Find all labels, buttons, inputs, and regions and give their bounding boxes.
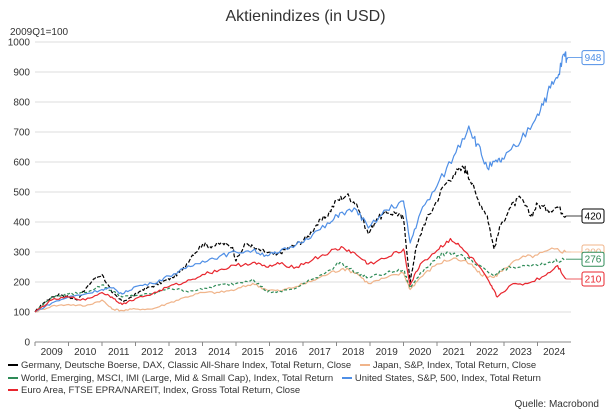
- x-tick-label: 2024: [543, 347, 566, 358]
- legend-swatch: [8, 376, 18, 379]
- x-tick-label: 2019: [376, 347, 399, 358]
- series-line: [34, 51, 569, 313]
- grid-lines: [35, 41, 571, 343]
- series-line: [34, 247, 567, 313]
- x-tick-label: 2016: [275, 347, 298, 358]
- end-label-value: 210: [585, 275, 602, 286]
- end-value-labels: 420300276948210: [565, 50, 605, 287]
- x-tick-label: 2020: [409, 347, 432, 358]
- x-tick-label: 2009: [41, 347, 64, 358]
- y-tick-label: 900: [13, 68, 30, 79]
- x-tick-label: 2021: [443, 347, 466, 358]
- legend-swatch: [8, 389, 18, 392]
- y-tick-label: 100: [13, 308, 30, 319]
- y-tick-label: 500: [13, 188, 30, 199]
- y-tick-label: 200: [13, 278, 30, 289]
- legend: Germany, Deutsche Boerse, DAX, Classic A…: [8, 360, 608, 398]
- y-tick-label: 700: [13, 128, 30, 139]
- end-label: 276: [565, 251, 605, 267]
- series-line: [34, 165, 567, 313]
- legend-entry-euro-area-epra: Euro Area, FTSE EPRA/NAREIT, Index, Gros…: [8, 385, 300, 398]
- y-tick-label: 300: [13, 248, 30, 259]
- series-lines: [34, 51, 569, 313]
- y-tick-label: 400: [13, 218, 30, 229]
- chart-title: Aktienindizes (in USD): [225, 8, 386, 25]
- x-axis-ticks: 2009 2010 2011 2012 2013 2014 2015 2016 2017 2018…: [34, 342, 566, 358]
- y-tick-label: 0: [24, 338, 30, 349]
- end-label: 420: [565, 208, 605, 224]
- legend-entry-germany-dax: Germany, Deutsche Boerse, DAX, Classic A…: [8, 360, 351, 373]
- x-tick-label: 2014: [208, 347, 231, 358]
- end-label-value: 948: [585, 53, 602, 64]
- x-tick-label: 2012: [141, 347, 164, 358]
- legend-entry-emerging-msci: World, Emerging, MSCI, IMI (Large, Mid &…: [8, 373, 333, 386]
- legend-swatch: [359, 364, 370, 367]
- legend-entry-us-sp500: United States, S&P, 500, Index, Total Re…: [341, 373, 541, 386]
- end-label: 210: [565, 271, 605, 287]
- legend-swatch: [341, 376, 352, 379]
- y-tick-label: 600: [13, 158, 30, 169]
- x-tick-label: 2010: [74, 347, 97, 358]
- x-tick-label: 2015: [242, 347, 265, 358]
- series-line: [34, 237, 567, 313]
- legend-swatch: [8, 364, 18, 367]
- y-tick-label: 1000: [8, 38, 31, 49]
- x-tick-label: 2013: [175, 347, 198, 358]
- x-tick-label: 2017: [309, 347, 332, 358]
- y-tick-label: 800: [13, 98, 30, 109]
- series-line: [34, 251, 567, 313]
- end-label: 948: [567, 50, 605, 66]
- x-tick-label: 2018: [342, 347, 365, 358]
- source-note: Quelle: Macrobond: [514, 399, 600, 410]
- y-axis-ticks: 0 100 200 300 400 500 600 700 800 900 1000: [8, 38, 31, 349]
- legend-entry-japan-sp: Japan, S&P, Index, Total Return, Close: [359, 360, 536, 373]
- x-tick-label: 2023: [510, 347, 533, 358]
- end-label-value: 276: [585, 255, 602, 266]
- end-label-value: 420: [585, 212, 602, 223]
- y-axis-unit-label: 2009Q1=100: [10, 27, 69, 38]
- x-tick-label: 2022: [476, 347, 499, 358]
- x-tick-label: 2011: [108, 347, 130, 358]
